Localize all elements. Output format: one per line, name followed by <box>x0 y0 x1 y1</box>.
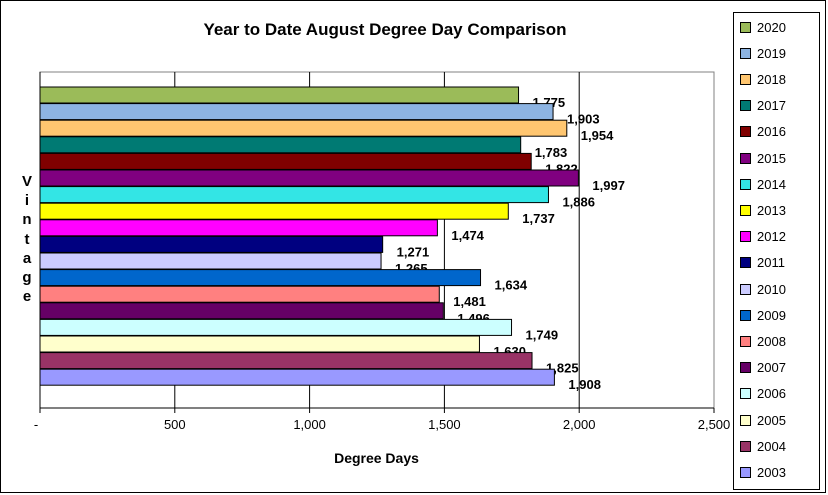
bar-2017 <box>39 136 522 154</box>
legend-label: 2003 <box>757 464 786 480</box>
x-tick-label: 2,000 <box>562 417 596 432</box>
data-label-2013: 1,737 <box>522 211 555 226</box>
data-label-2017: 1,783 <box>535 145 568 160</box>
legend-label: 2009 <box>757 307 786 323</box>
legend-swatch <box>740 73 751 85</box>
bar-2012 <box>39 219 438 237</box>
legend-swatch <box>740 309 751 321</box>
legend-item-2004: 2004 <box>740 436 786 456</box>
bar-2014 <box>39 186 549 204</box>
legend-label: 2005 <box>757 412 786 428</box>
legend-item-2009: 2009 <box>740 305 786 325</box>
x-tick-label: 1,000 <box>293 417 326 432</box>
bar-2004 <box>39 352 533 370</box>
bar-2015 <box>39 169 579 187</box>
legend-item-2008: 2008 <box>740 331 786 351</box>
bar-2003 <box>39 368 555 386</box>
data-label-2019: 1,903 <box>567 112 600 127</box>
legend-swatch <box>740 257 751 269</box>
legend-item-2020: 2020 <box>740 17 786 37</box>
legend-swatch <box>740 335 751 347</box>
bar-2007 <box>39 302 444 320</box>
legend-swatch <box>740 47 751 59</box>
data-label-2006: 1,749 <box>526 327 559 342</box>
legend-swatch <box>740 362 751 374</box>
legend-swatch <box>740 231 751 243</box>
legend-swatch <box>740 388 751 400</box>
legend-item-2019: 2019 <box>740 43 786 63</box>
bar-2020 <box>39 86 520 104</box>
legend-swatch <box>740 100 751 112</box>
bar-2008 <box>39 285 440 303</box>
legend-label: 2018 <box>757 71 786 87</box>
legend-item-2007: 2007 <box>740 358 786 378</box>
bar-2009 <box>39 269 482 287</box>
data-label-2018: 1,954 <box>581 128 614 143</box>
legend-item-2018: 2018 <box>740 69 786 89</box>
legend-item-2006: 2006 <box>740 384 786 404</box>
legend-label: 2012 <box>757 229 786 245</box>
legend-item-2017: 2017 <box>740 96 786 116</box>
legend-label: 2017 <box>757 98 786 114</box>
legend: 2020 2019 2018 2017 2016 2015 2014 2013 2012 2011… <box>733 12 820 490</box>
legend-label: 2015 <box>757 150 786 166</box>
x-axis-title: Degree Days <box>334 450 419 466</box>
legend-item-2013: 2013 <box>740 200 786 220</box>
x-tick-label: 2,500 <box>697 417 731 432</box>
legend-swatch <box>740 414 751 426</box>
legend-item-2003: 2003 <box>740 462 786 482</box>
data-label-2009: 1,634 <box>495 278 528 293</box>
legend-item-2011: 2011 <box>740 253 785 273</box>
legend-swatch <box>740 178 751 190</box>
legend-label: 2004 <box>757 438 786 454</box>
legend-swatch <box>740 466 751 478</box>
legend-label: 2016 <box>757 124 786 140</box>
legend-swatch <box>740 21 751 33</box>
legend-swatch <box>740 126 751 138</box>
legend-item-2012: 2012 <box>740 227 786 247</box>
x-tick-label: 500 <box>163 417 186 432</box>
legend-swatch <box>740 283 751 295</box>
data-label-2008: 1,481 <box>453 294 486 309</box>
legend-label: 2007 <box>757 360 786 376</box>
legend-label: 2020 <box>757 19 786 35</box>
legend-swatch <box>740 152 751 164</box>
legend-swatch <box>740 204 751 216</box>
bar-2006 <box>39 318 513 336</box>
legend-label: 2014 <box>757 176 786 192</box>
bar-2018 <box>39 119 568 137</box>
bar-2016 <box>39 152 532 170</box>
legend-label: 2019 <box>757 45 786 61</box>
chart-title: Year to Date August Degree Day Compariso… <box>203 20 567 39</box>
x-tick-label: - <box>33 417 39 432</box>
legend-item-2010: 2010 <box>740 279 786 299</box>
data-label-2011: 1,271 <box>397 244 430 259</box>
bar-2010 <box>39 252 382 270</box>
data-label-2014: 1,886 <box>562 195 595 210</box>
legend-item-2016: 2016 <box>740 122 786 142</box>
bar-2013 <box>39 202 509 220</box>
x-tick-label: 1,500 <box>428 417 461 432</box>
legend-label: 2010 <box>757 281 786 297</box>
bar-2019 <box>39 103 554 121</box>
data-label-2015: 1,997 <box>592 178 625 193</box>
legend-label: 2013 <box>757 202 786 218</box>
legend-label: 2006 <box>757 386 786 402</box>
data-label-2012: 1,474 <box>451 228 484 243</box>
bar-2005 <box>39 335 480 353</box>
legend-label: 2008 <box>757 333 786 349</box>
bar-2011 <box>39 235 384 253</box>
legend-label: 2011 <box>757 255 785 271</box>
legend-item-2014: 2014 <box>740 174 786 194</box>
data-label-2003: 1,908 <box>568 377 601 392</box>
legend-swatch <box>740 440 751 452</box>
legend-item-2015: 2015 <box>740 148 786 168</box>
legend-item-2005: 2005 <box>740 410 786 430</box>
